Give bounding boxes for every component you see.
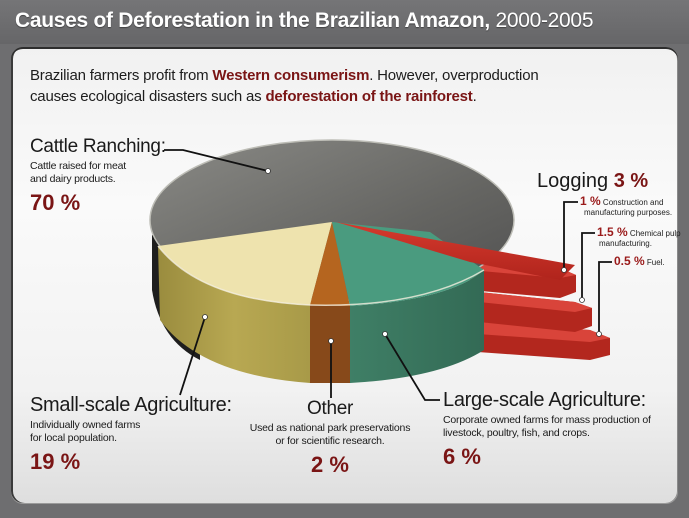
logging-bars xyxy=(450,258,610,360)
label-other: Other Used as national park preservation… xyxy=(240,398,420,478)
intro-text: Brazilian farmers profit from Western co… xyxy=(30,65,539,107)
cattle-percent: 70 % xyxy=(30,190,81,215)
other-desc-line: Used as national park preservations xyxy=(249,422,411,434)
small-desc-line: Individually owned farms xyxy=(30,419,141,431)
logging-sub-desc: manufacturing purposes. xyxy=(584,208,673,217)
intro-text-part: . However, overproduction xyxy=(369,67,539,84)
large-desc-line: Corporate owned farms for mass productio… xyxy=(443,414,651,426)
small-desc-line: for local population. xyxy=(30,432,117,444)
logging-sub-pct: 0.5 % xyxy=(614,254,645,268)
other-percent: 2 % xyxy=(311,452,349,477)
logging-sub-pct: 1.5 % xyxy=(597,225,628,239)
slice-other xyxy=(310,222,350,306)
slice-small-scale-agriculture xyxy=(158,222,332,305)
header-bar: Causes of Deforestation in the Brazilian… xyxy=(0,0,689,44)
cattle-desc-line: and dairy products. xyxy=(30,173,116,185)
logging-sub-chemical-pulp: 1.5 % Chemical pulp manufacturing. xyxy=(597,225,681,249)
small-percent: 19 % xyxy=(30,449,81,474)
small-heading: Small-scale Agriculture: xyxy=(30,394,232,416)
chart-title: Causes of Deforestation in the Brazilian… xyxy=(15,9,594,33)
highlight-deforestation: deforestation of the rainforest xyxy=(265,88,473,105)
logging-sub-desc: Construction and xyxy=(602,198,664,207)
logging-heading: Logging xyxy=(537,170,609,192)
large-desc: Corporate owned farms for mass productio… xyxy=(443,414,651,440)
slice-large-scale-agriculture xyxy=(332,222,484,306)
label-small-scale-agriculture: Small-scale Agriculture: Individually ow… xyxy=(30,394,232,475)
cattle-heading: Cattle Ranching: xyxy=(30,136,166,157)
logging-percent: 3 % xyxy=(613,170,649,192)
intro-text-part: causes ecological disasters such as xyxy=(30,88,266,105)
slice-other-side xyxy=(310,305,350,383)
logging-sub-desc: Fuel. xyxy=(646,258,665,267)
other-desc: Used as national park preservations or f… xyxy=(240,422,420,448)
title-main: Causes of Deforestation in the Brazilian… xyxy=(15,9,490,32)
large-desc-line: livestock, poultry, fish, and crops. xyxy=(443,427,590,439)
title-years: 2000-2005 xyxy=(495,9,594,32)
leader-dots xyxy=(202,168,602,344)
large-percent: 6 % xyxy=(443,444,481,469)
logging-sub-construction: 1 % Construction and manufacturing purpo… xyxy=(580,194,673,218)
other-desc-line: or for scientific research. xyxy=(275,435,385,447)
logging-sub-pct: 1 % xyxy=(580,194,601,208)
other-heading: Other xyxy=(306,398,354,419)
logging-sub-desc: manufacturing. xyxy=(599,239,652,248)
slice-large-scale-side xyxy=(350,270,484,383)
intro-text-part: . xyxy=(472,88,477,105)
slice-logging xyxy=(336,222,575,280)
large-heading: Large-scale Agriculture: xyxy=(443,389,646,411)
intro-text-part: Brazilian farmers profit from xyxy=(30,67,213,84)
slice-small-scale-side xyxy=(158,246,310,383)
label-logging: Logging 3 % xyxy=(537,170,648,193)
leader-lines xyxy=(164,149,612,401)
cattle-desc: Cattle raised for meat and dairy product… xyxy=(30,160,166,186)
logging-sub-fuel: 0.5 % Fuel. xyxy=(614,254,665,268)
logging-sub-desc: Chemical pulp xyxy=(629,229,681,238)
highlight-western-consumerism: Western consumerism xyxy=(212,67,370,84)
label-cattle-ranching: Cattle Ranching: Cattle raised for meat … xyxy=(30,136,166,216)
small-desc: Individually owned farms for local popul… xyxy=(30,419,232,445)
cattle-desc-line: Cattle raised for meat xyxy=(30,160,126,172)
label-large-scale-agriculture: Large-scale Agriculture: Corporate owned… xyxy=(443,389,651,470)
